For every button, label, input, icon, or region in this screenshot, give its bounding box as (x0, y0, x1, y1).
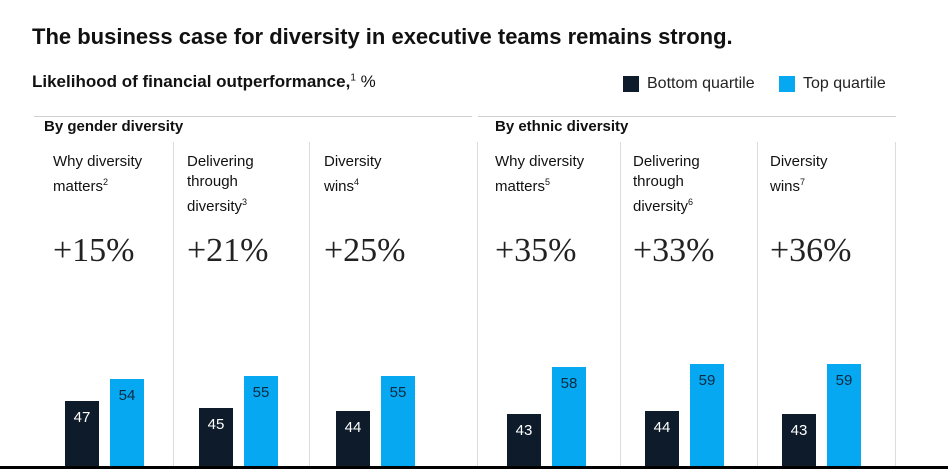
top-quartile-bar (110, 379, 144, 466)
chart-baseline (0, 466, 948, 469)
legend-label-bottom-quartile: Bottom quartile (647, 75, 755, 92)
top-quartile-value: 55 (389, 384, 407, 402)
subtitle-unit: % (360, 72, 376, 91)
study-label: Delivering through diversity3 (187, 152, 317, 217)
uplift-value: +21% (187, 232, 269, 269)
study-label-line: Why diversity (495, 153, 585, 170)
column-divider (757, 142, 758, 469)
study-label-line: Delivering (633, 153, 700, 170)
bottom-quartile-value: 45 (207, 415, 225, 433)
bottom-quartile-value: 43 (515, 422, 533, 440)
study-footnote: 6 (688, 197, 694, 207)
uplift-value: +25% (324, 232, 406, 269)
column-divider (895, 142, 896, 469)
study-label-line: diversity (187, 198, 243, 215)
study-footnote: 4 (354, 177, 360, 187)
chart-subtitle: Likelihood of financial outperformance,1… (32, 72, 376, 92)
column-divider (173, 142, 174, 469)
chart-title: The business case for diversity in execu… (32, 24, 733, 49)
study-label: Why diversity matters5 (495, 152, 625, 197)
legend-swatch-bottom-quartile (623, 76, 639, 92)
top-quartile-value: 55 (252, 384, 270, 402)
study-footnote: 5 (545, 177, 551, 187)
study-label-line: through (633, 173, 684, 190)
study-label: Diversity wins4 (324, 152, 454, 197)
bottom-quartile-bar (782, 414, 816, 466)
legend-item-bottom-quartile: Bottom quartile (623, 75, 755, 93)
study-label-line: through (187, 173, 238, 190)
top-quartile-value: 54 (118, 387, 136, 405)
column-divider (477, 142, 478, 469)
subtitle-text: Likelihood of financial outperformance, (32, 72, 351, 91)
bottom-quartile-bar (65, 401, 99, 466)
bottom-quartile-value: 47 (73, 409, 91, 427)
bottom-quartile-value: 44 (653, 418, 671, 436)
top-quartile-bar (690, 363, 724, 466)
study-label-line: Why diversity (53, 153, 143, 170)
study-label-line: matters (495, 178, 546, 195)
group-title: By gender diversity (44, 118, 184, 135)
study-footnote: 3 (242, 197, 248, 207)
study-footnote: 7 (800, 177, 806, 187)
top-quartile-bar (827, 363, 861, 466)
top-quartile-value: 59 (835, 371, 853, 389)
bottom-quartile-bar (645, 410, 679, 466)
study-label-line: wins (324, 178, 355, 195)
bottom-quartile-bar (507, 414, 541, 466)
legend-swatch-top-quartile (779, 76, 795, 92)
column-divider (620, 142, 621, 469)
uplift-value: +35% (495, 232, 577, 269)
group-rule (34, 116, 472, 117)
legend-label-top-quartile: Top quartile (803, 75, 886, 92)
study-label-line: Diversity (324, 153, 382, 170)
uplift-value: +15% (53, 232, 135, 269)
subtitle-footnote: 1 (350, 72, 356, 84)
study-label: Delivering through diversity6 (633, 152, 763, 217)
study-label-line: diversity (633, 198, 689, 215)
study-label-line: wins (770, 178, 801, 195)
top-quartile-bar (381, 376, 415, 466)
study-label: Diversity wins7 (770, 152, 900, 197)
bottom-quartile-value: 43 (790, 422, 808, 440)
group-title: By ethnic diversity (495, 118, 629, 135)
column-divider (309, 142, 310, 469)
legend-item-top-quartile: Top quartile (779, 75, 886, 93)
bottom-quartile-bar (199, 407, 233, 466)
uplift-value: +36% (770, 232, 852, 269)
study-footnote: 2 (103, 177, 109, 187)
study-label-line: Diversity (770, 153, 828, 170)
top-quartile-bar (244, 376, 278, 466)
group-rule (478, 116, 896, 117)
bottom-quartile-bar (336, 410, 370, 466)
bottom-quartile-value: 44 (344, 418, 362, 436)
top-quartile-value: 58 (560, 374, 578, 392)
top-quartile-bar (552, 366, 586, 466)
uplift-value: +33% (633, 232, 715, 269)
study-label-line: matters (53, 178, 104, 195)
study-label: Why diversity matters2 (53, 152, 183, 197)
study-label-line: Delivering (187, 153, 254, 170)
top-quartile-value: 59 (698, 371, 716, 389)
